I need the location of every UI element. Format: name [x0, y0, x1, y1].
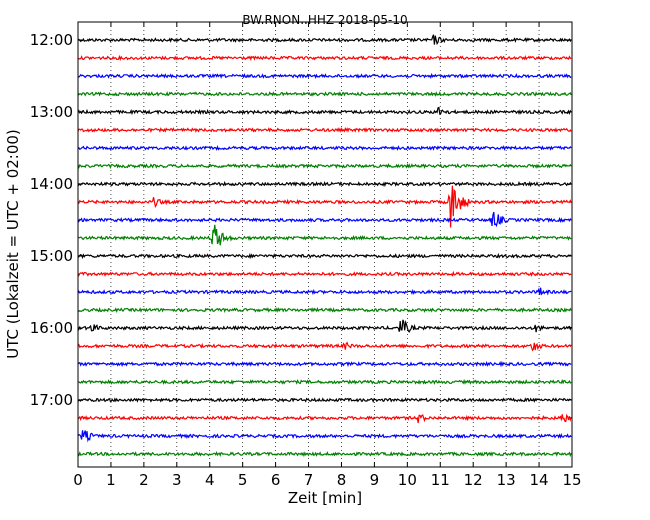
y-tick-label: 14:00 [30, 175, 73, 193]
trace-1730 [77, 430, 572, 443]
trace-1645 [77, 378, 572, 385]
trace-1515 [77, 270, 572, 277]
trace-1545 [77, 306, 572, 313]
trace-1415 [77, 185, 572, 228]
trace-1630 [77, 360, 572, 368]
x-axis-label: Zeit [min] [288, 489, 362, 507]
trace-1200 [77, 34, 572, 46]
trace-1400 [77, 180, 572, 188]
trace-1245 [77, 90, 572, 97]
trace-1700 [77, 397, 572, 403]
trace-1530 [77, 287, 572, 296]
x-tick-label: 6 [271, 471, 281, 489]
y-tick-label: 17:00 [30, 391, 73, 409]
x-tick-label: 10 [398, 471, 417, 489]
x-tick-label: 12 [464, 471, 483, 489]
plot-frame [77, 21, 573, 468]
x-tick-label: 1 [106, 471, 116, 489]
x-tick-label: 0 [73, 471, 83, 489]
x-tick-label: 8 [337, 471, 347, 489]
trace-1615 [77, 341, 572, 352]
y-tick-label: 16:00 [30, 319, 73, 337]
traces [77, 34, 572, 458]
x-tick-label: 11 [431, 471, 450, 489]
trace-1330 [77, 144, 572, 151]
x-tick-label: 15 [562, 471, 581, 489]
trace-1230 [77, 72, 572, 80]
trace-1715 [77, 413, 572, 424]
trace-1300 [77, 106, 572, 116]
x-tick-label: 2 [139, 471, 149, 489]
trace-1430 [77, 211, 572, 228]
trace-1600 [77, 319, 572, 333]
y-tick-label: 13:00 [30, 103, 73, 121]
x-tick-label: 9 [370, 471, 380, 489]
x-tick-label: 14 [530, 471, 549, 489]
y-axis: 12:00 13:00 14:00 15:00 16:00 17:00 [30, 31, 572, 409]
x-tick-label: 5 [238, 471, 248, 489]
x-tick-label: 3 [172, 471, 182, 489]
x-axis: 0 1 2 3 4 5 6 7 8 9 10 11 12 13 14 15 [73, 22, 582, 489]
trace-1745 [77, 451, 572, 458]
trace-1445 [77, 224, 572, 246]
chart-title: BW.RNON..HHZ 2018-05-10 [242, 13, 407, 27]
y-tick-label: 15:00 [30, 247, 73, 265]
x-tick-label: 13 [497, 471, 516, 489]
y-tick-label: 12:00 [30, 31, 73, 49]
trace-1500 [77, 252, 572, 260]
x-tick-label: 7 [304, 471, 314, 489]
x-tick-label: 4 [205, 471, 215, 489]
trace-1345 [77, 162, 572, 170]
trace-1315 [77, 127, 572, 133]
trace-1215 [77, 54, 572, 62]
y-axis-label: UTC (Lokalzeit = UTC + 02:00) [4, 129, 22, 359]
